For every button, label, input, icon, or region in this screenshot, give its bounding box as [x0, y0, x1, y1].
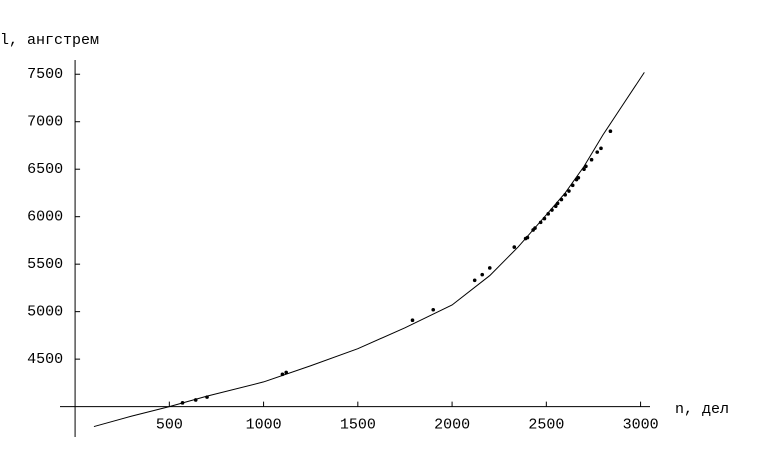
data-point — [538, 220, 543, 225]
data-point — [533, 226, 537, 230]
y-tick-label: 5500 — [27, 256, 63, 273]
data-point — [280, 372, 285, 377]
x-tick-label: 1000 — [246, 417, 282, 434]
data-point — [431, 307, 436, 312]
x-tick-label: 2500 — [528, 417, 564, 434]
x-tick-label: 500 — [156, 417, 183, 434]
data-point — [567, 189, 571, 193]
data-point — [525, 235, 530, 240]
data-point — [559, 197, 564, 202]
data-point — [589, 157, 594, 162]
data-point — [193, 398, 198, 402]
y-tick-label: 6000 — [27, 209, 63, 226]
x-tick-label: 1500 — [340, 417, 376, 434]
y-tick-label: 5000 — [27, 304, 63, 321]
y-tick-label: 7500 — [27, 66, 63, 83]
y-tick-label: 7000 — [27, 114, 63, 131]
data-point — [563, 193, 567, 197]
data-point — [542, 216, 547, 221]
x-tick-label: 2000 — [434, 417, 470, 434]
data-point — [608, 129, 613, 134]
x-tick-label: 3000 — [623, 417, 659, 434]
x-axis-label: n, дел — [675, 401, 729, 418]
data-point — [582, 167, 586, 172]
data-point — [550, 208, 554, 212]
data-point — [284, 370, 288, 375]
data-point — [480, 272, 485, 277]
data-point — [205, 395, 209, 399]
data-point — [546, 212, 551, 216]
data-point — [555, 201, 560, 206]
data-point — [487, 266, 492, 270]
data-point — [595, 150, 600, 154]
fit-curve — [93, 72, 645, 428]
data-point — [472, 278, 477, 283]
data-point — [576, 175, 581, 180]
y-axis-label: l, ангстрем — [0, 32, 99, 49]
data-point — [512, 245, 517, 249]
data-point — [599, 146, 603, 151]
y-tick-label: 6500 — [27, 161, 63, 178]
data-point — [570, 183, 575, 188]
data-point — [410, 318, 415, 322]
data-point — [180, 401, 185, 405]
data-point — [553, 204, 558, 209]
y-tick-label: 4500 — [27, 351, 63, 368]
data-point — [584, 164, 588, 169]
